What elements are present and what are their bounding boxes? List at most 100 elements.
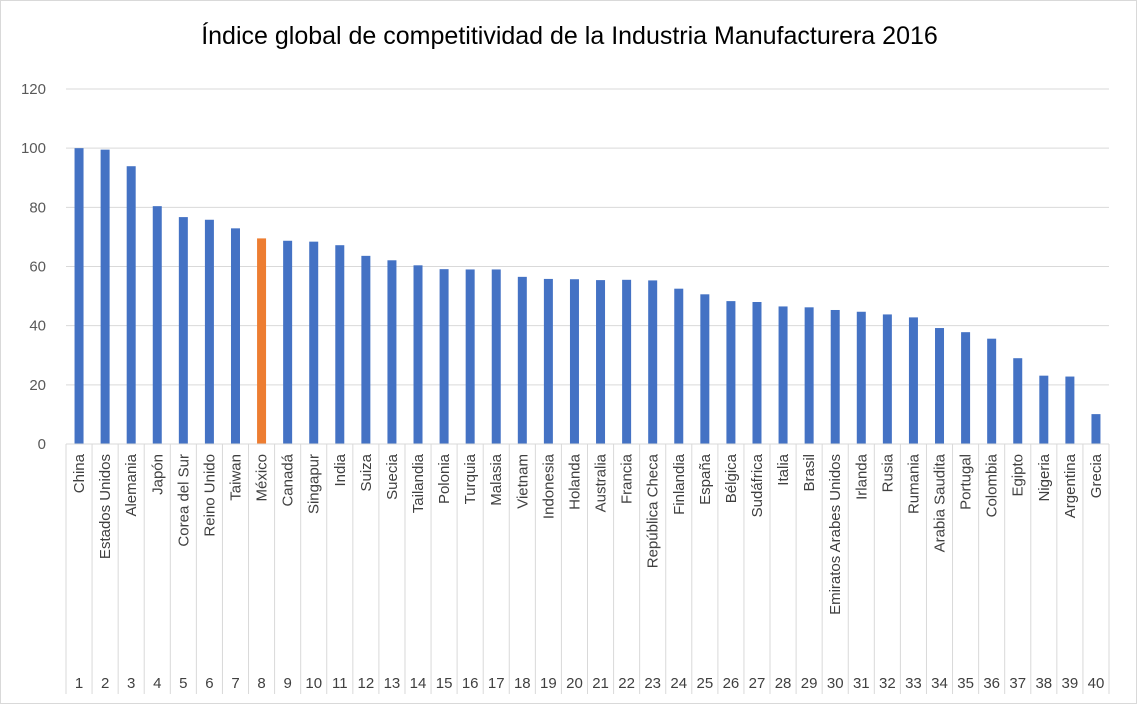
category-label: Singapur xyxy=(306,454,323,514)
bar xyxy=(517,276,527,444)
category-label: Japón xyxy=(149,454,166,495)
rank-label: 26 xyxy=(723,675,740,692)
rank-label: 38 xyxy=(1035,675,1052,692)
bar xyxy=(726,301,736,444)
bar xyxy=(1013,358,1023,444)
category-label: Rusia xyxy=(879,453,896,492)
category-label: Brasil xyxy=(801,454,818,492)
category-label: Estados Unidos xyxy=(97,454,114,559)
rank-label: 36 xyxy=(983,675,1000,692)
category-label: Corea del Sur xyxy=(175,454,192,547)
bar xyxy=(1065,376,1075,444)
category-label: España xyxy=(697,453,714,505)
bar xyxy=(126,166,136,444)
y-tick-label: 80 xyxy=(29,199,46,216)
rank-label: 23 xyxy=(644,675,661,692)
bar xyxy=(257,238,267,444)
y-tick-label: 100 xyxy=(21,140,46,157)
rank-label: 1 xyxy=(75,675,83,692)
rank-label: 34 xyxy=(931,675,948,692)
category-label: Francia xyxy=(619,453,636,504)
category-label: Nigeria xyxy=(1036,453,1053,501)
rank-label: 8 xyxy=(257,675,265,692)
y-tick-label: 0 xyxy=(38,436,46,453)
bar xyxy=(178,217,188,444)
bar xyxy=(100,149,110,445)
bar xyxy=(830,309,840,444)
category-label: Reino Unido xyxy=(201,454,218,537)
y-tick-label: 60 xyxy=(29,259,46,276)
gridlines xyxy=(66,88,1109,386)
bar xyxy=(309,241,319,444)
rank-label: 12 xyxy=(358,675,375,692)
category-label: Finlandia xyxy=(671,453,688,515)
category-label: Irlanda xyxy=(853,453,870,500)
rank-label: 40 xyxy=(1088,675,1105,692)
category-label: Grecia xyxy=(1088,453,1105,498)
category-label: Sudáfrica xyxy=(749,453,766,517)
rank-label: 32 xyxy=(879,675,896,692)
bar xyxy=(700,294,710,444)
category-label: Vietnam xyxy=(514,454,531,509)
bar xyxy=(1039,375,1049,444)
bar xyxy=(361,255,371,444)
category-label: República Checa xyxy=(645,453,662,568)
rank-label: 18 xyxy=(514,675,531,692)
rank-label: 22 xyxy=(618,675,635,692)
rank-label: 39 xyxy=(1062,675,1079,692)
category-label: Polonia xyxy=(436,453,453,504)
bar xyxy=(1091,414,1101,444)
bar xyxy=(778,306,788,444)
bar xyxy=(804,307,814,444)
bar xyxy=(491,269,501,444)
y-tick-label: 20 xyxy=(29,377,46,394)
bar xyxy=(674,288,684,444)
y-tick-label: 40 xyxy=(29,318,46,335)
rank-label: 3 xyxy=(127,675,135,692)
rank-label: 37 xyxy=(1009,675,1026,692)
category-label: Malasia xyxy=(488,453,505,505)
rank-label: 7 xyxy=(231,675,239,692)
category-label: Argentina xyxy=(1062,453,1079,518)
rank-label: 28 xyxy=(775,675,792,692)
category-label: Bélgica xyxy=(723,453,740,503)
bar xyxy=(74,148,84,444)
category-label: India xyxy=(332,453,349,486)
bar xyxy=(465,269,475,444)
rank-label: 30 xyxy=(827,675,844,692)
rank-label: 4 xyxy=(153,675,161,692)
bar xyxy=(596,280,606,444)
bar xyxy=(752,302,762,444)
category-label: Holanda xyxy=(566,453,583,510)
bar xyxy=(882,314,892,444)
rank-label: 33 xyxy=(905,675,922,692)
bars xyxy=(74,148,1101,445)
category-label: Italia xyxy=(775,453,792,485)
rank-label: 19 xyxy=(540,675,557,692)
axes xyxy=(65,443,1110,694)
rank-label: 35 xyxy=(957,675,974,692)
category-label: Taiwan xyxy=(227,454,244,501)
rank-label: 13 xyxy=(384,675,401,692)
category-label: Emiratos Arabes Unidos xyxy=(827,454,844,615)
bar xyxy=(569,279,579,444)
category-label: Egipto xyxy=(1010,454,1027,497)
chart-title: Índice global de competitividad de la In… xyxy=(201,22,938,50)
rank-label: 25 xyxy=(696,675,713,692)
category-label: Suecia xyxy=(384,453,401,500)
bar xyxy=(335,245,345,444)
rank-label: 9 xyxy=(283,675,291,692)
bar xyxy=(622,279,632,444)
rank-label: 15 xyxy=(436,675,453,692)
bar xyxy=(856,311,866,444)
rank-label: 14 xyxy=(410,675,427,692)
category-label: Australia xyxy=(593,453,610,512)
rank-label: 20 xyxy=(566,675,583,692)
category-label: Indonesia xyxy=(540,453,557,519)
rank-label: 16 xyxy=(462,675,479,692)
y-tick-label: 120 xyxy=(21,81,46,98)
bar xyxy=(987,338,997,444)
rank-label: 21 xyxy=(592,675,609,692)
